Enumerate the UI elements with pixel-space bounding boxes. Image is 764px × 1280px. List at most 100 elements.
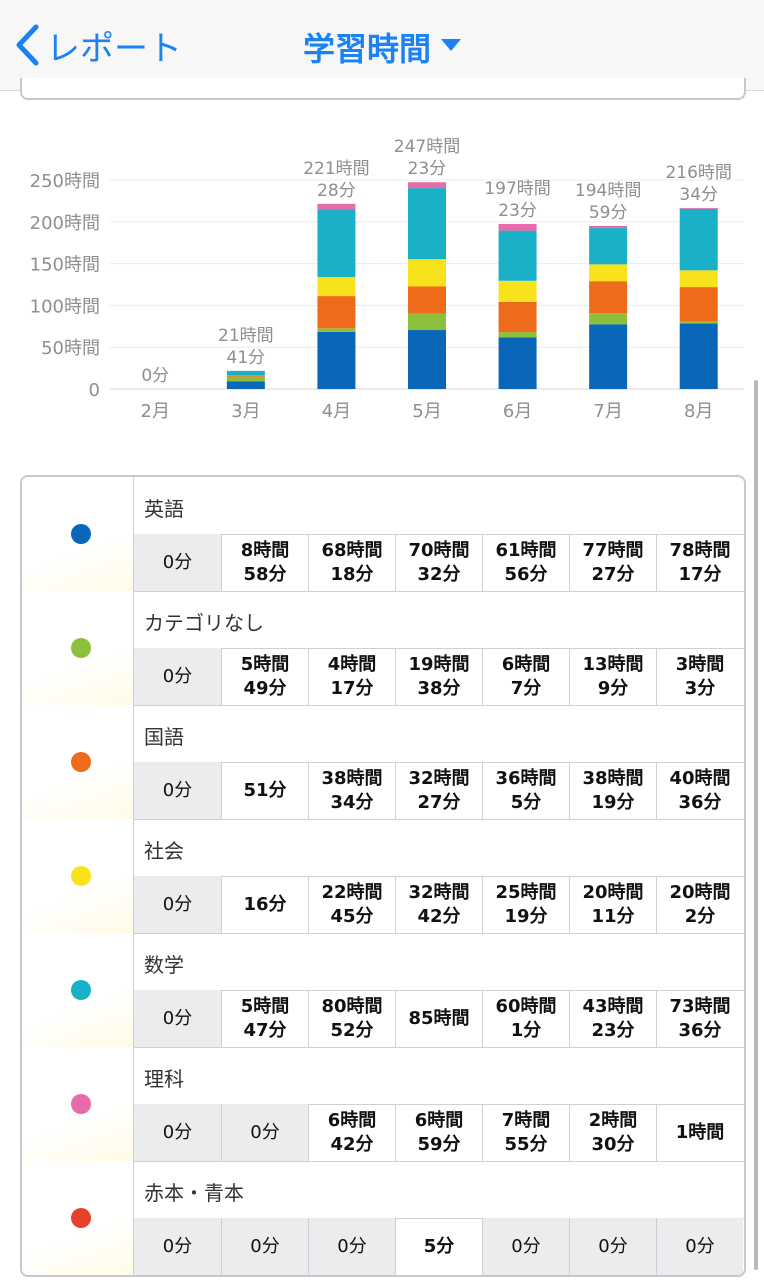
table-row: 赤本・青本 0分 0分 0分 5分 0分 0分 0分: [22, 1161, 744, 1275]
category-header: 理科: [134, 1047, 744, 1105]
x-tick-label: 6月: [503, 401, 532, 422]
value-cell: 0分: [134, 648, 221, 705]
total-data-label: 0分: [141, 366, 169, 386]
table-row: 国語 0分 51分 38時間 34分 32時間 27分 36時間 5分 38時間 19分 40時間 36…: [22, 705, 744, 820]
y-tick-label: 50時間: [41, 338, 100, 359]
x-tick-label: 2月: [141, 401, 170, 422]
table-row: 社会 0分 16分 22時間 45分 32時間 42分 25時間 19分 20時間 11分 20時間 2…: [22, 819, 744, 934]
scrollbar[interactable]: [754, 380, 758, 1270]
value-cell: 0分: [221, 1218, 308, 1275]
category-values: 0分 8時間 58分 68時間 18分 70時間 32分 61時間 56分 77時間 27分 78時間…: [134, 534, 744, 591]
bar-segment: [589, 225, 628, 229]
total-data-label: 247時間: [394, 137, 460, 157]
bar-segment: [498, 332, 537, 338]
y-tick-label: 150時間: [30, 255, 100, 276]
value-cell: 80時間 52分: [308, 990, 395, 1047]
value-cell: 32時間 27分: [395, 762, 482, 819]
value-cell: 20時間 2分: [656, 876, 743, 933]
value-cell: 40時間 36分: [656, 762, 743, 819]
bar-segment: [498, 337, 537, 389]
total-data-label: 23分: [408, 159, 447, 179]
total-data-label: 28分: [317, 181, 356, 201]
value-cell: 38時間 19分: [569, 762, 656, 819]
bar-segment: [317, 277, 356, 297]
navigation-bar: レポート 学習時間: [0, 0, 764, 91]
category-label: 数学: [144, 953, 184, 977]
back-label: レポート: [46, 28, 182, 69]
bar-segment: [317, 328, 356, 332]
color-cell: [22, 477, 134, 591]
category-color-dot-icon: [71, 980, 91, 1000]
x-tick-label: 5月: [412, 401, 441, 422]
category-color-dot-icon: [71, 866, 91, 886]
category-label: 理科: [144, 1067, 184, 1091]
category-header: 社会: [134, 819, 744, 877]
value-cell: 51分: [221, 762, 308, 819]
category-header: 数学: [134, 933, 744, 991]
bar-segment: [226, 370, 265, 376]
value-cell: 25時間 19分: [482, 876, 569, 933]
color-cell: [22, 933, 134, 1047]
total-data-label: 216時間: [665, 163, 731, 183]
bar-segment: [498, 301, 537, 333]
total-data-label: 21時間: [218, 326, 274, 346]
bar-segment: [226, 375, 265, 377]
value-cell: 6時間 7分: [482, 648, 569, 705]
back-button[interactable]: レポート: [14, 22, 182, 69]
bar-segment: [226, 381, 265, 389]
category-values: 0分 16分 22時間 45分 32時間 42分 25時間 19分 20時間 11分 20時間 2分: [134, 876, 744, 933]
value-cell: 6時間 59分: [395, 1104, 482, 1161]
bar-segment: [679, 287, 718, 322]
category-label: カテゴリなし: [144, 611, 264, 635]
value-cell: 43時間 23分: [569, 990, 656, 1047]
total-data-label: 59分: [589, 203, 628, 223]
bar-segment: [679, 323, 718, 389]
color-cell: [22, 1161, 134, 1275]
value-cell: 22時間 45分: [308, 876, 395, 933]
value-cell: 38時間 34分: [308, 762, 395, 819]
bar-segment: [317, 331, 356, 389]
bar-segment: [679, 270, 718, 288]
value-cell: 3時間 3分: [656, 648, 743, 705]
x-tick-label: 7月: [593, 401, 622, 422]
value-cell: 0分: [221, 1104, 308, 1161]
value-cell: 77時間 27分: [569, 534, 656, 591]
category-label: 国語: [144, 725, 184, 749]
bar-segment: [589, 264, 628, 282]
total-data-label: 23分: [498, 201, 537, 221]
bar-segment: [317, 203, 356, 210]
value-cell: 60時間 1分: [482, 990, 569, 1047]
category-label: 社会: [144, 839, 184, 863]
y-tick-label: 250時間: [30, 171, 100, 192]
total-data-label: 194時間: [575, 181, 641, 201]
x-tick-label: 8月: [684, 401, 713, 422]
page-title-selector[interactable]: 学習時間: [0, 24, 764, 70]
bar-segment: [589, 228, 628, 265]
value-cell: 61時間 56分: [482, 534, 569, 591]
bar-segment: [498, 230, 537, 281]
value-cell: 70時間 32分: [395, 534, 482, 591]
bar-segment: [408, 182, 446, 189]
category-color-dot-icon: [71, 752, 91, 772]
value-cell: 19時間 38分: [395, 648, 482, 705]
category-values: 0分 0分 0分 5分 0分 0分 0分: [134, 1218, 744, 1275]
category-values: 0分 5時間 47分 80時間 52分 85時間 60時間 1分 43時間 23分 73時間 36分: [134, 990, 744, 1047]
category-label: 赤本・青本: [144, 1181, 244, 1205]
category-color-dot-icon: [71, 638, 91, 658]
value-cell: 32時間 42分: [395, 876, 482, 933]
value-cell: 0分: [134, 990, 221, 1047]
bar-segment: [226, 376, 265, 382]
value-cell: 0分: [308, 1218, 395, 1275]
value-cell: 4時間 17分: [308, 648, 395, 705]
bar-segment: [408, 313, 446, 331]
table-row: 英語 0分 8時間 58分 68時間 18分 70時間 32分 61時間 56分 77時間 27分 78…: [22, 477, 744, 592]
color-cell: [22, 1047, 134, 1161]
total-data-label: 197時間: [484, 179, 550, 199]
category-values: 0分 51分 38時間 34分 32時間 27分 36時間 5分 38時間 19分 40時間 36分: [134, 762, 744, 819]
category-label: 英語: [144, 497, 184, 521]
color-cell: [22, 591, 134, 705]
total-data-label: 221時間: [303, 159, 369, 179]
previous-card-edge: [20, 78, 746, 100]
x-tick-label: 4月: [322, 401, 351, 422]
